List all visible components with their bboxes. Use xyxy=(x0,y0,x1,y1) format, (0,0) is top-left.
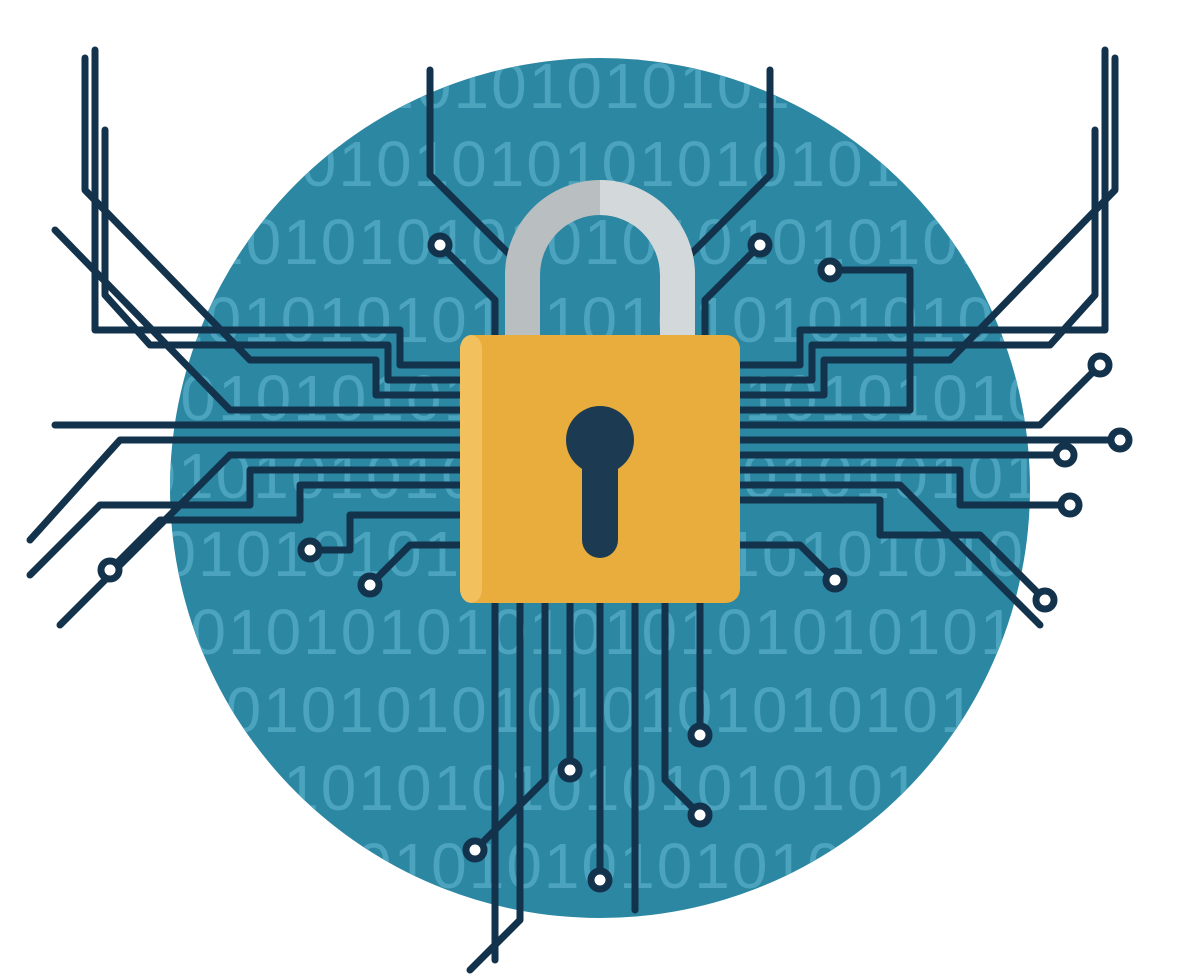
circuit-node xyxy=(1111,431,1129,449)
circuit-node xyxy=(826,571,844,589)
circuit-node xyxy=(691,726,709,744)
circuit-node xyxy=(591,871,609,889)
circuit-node xyxy=(751,236,769,254)
circuit-node xyxy=(301,541,319,559)
circuit-node xyxy=(431,236,449,254)
binary-row: 01010101010101010101010101010101 xyxy=(20,752,1200,824)
binary-row: 01010101010101010101010101010101 xyxy=(40,50,1200,122)
cybersecurity-infographic: 0101010101010101010101010101010101010101… xyxy=(0,0,1200,977)
binary-row: 01010101010101010101010101010101 xyxy=(0,830,1183,902)
circuit-node xyxy=(1061,496,1079,514)
circuit-node xyxy=(561,761,579,779)
binary-row: 01010101010101010101010101010101 xyxy=(30,908,1200,977)
lock-body-highlight xyxy=(460,335,482,603)
circuit-node xyxy=(101,561,119,579)
binary-row: 01010101010101010101010101010101 xyxy=(20,206,1200,278)
circuit-node xyxy=(361,576,379,594)
circuit-node xyxy=(691,806,709,824)
circuit-node xyxy=(1036,591,1054,609)
circuit-node xyxy=(1056,446,1074,464)
circuit-node xyxy=(466,841,484,859)
lock-keyhole-stem xyxy=(582,448,618,558)
circuit-node xyxy=(1091,356,1109,374)
circuit-node xyxy=(821,261,839,279)
